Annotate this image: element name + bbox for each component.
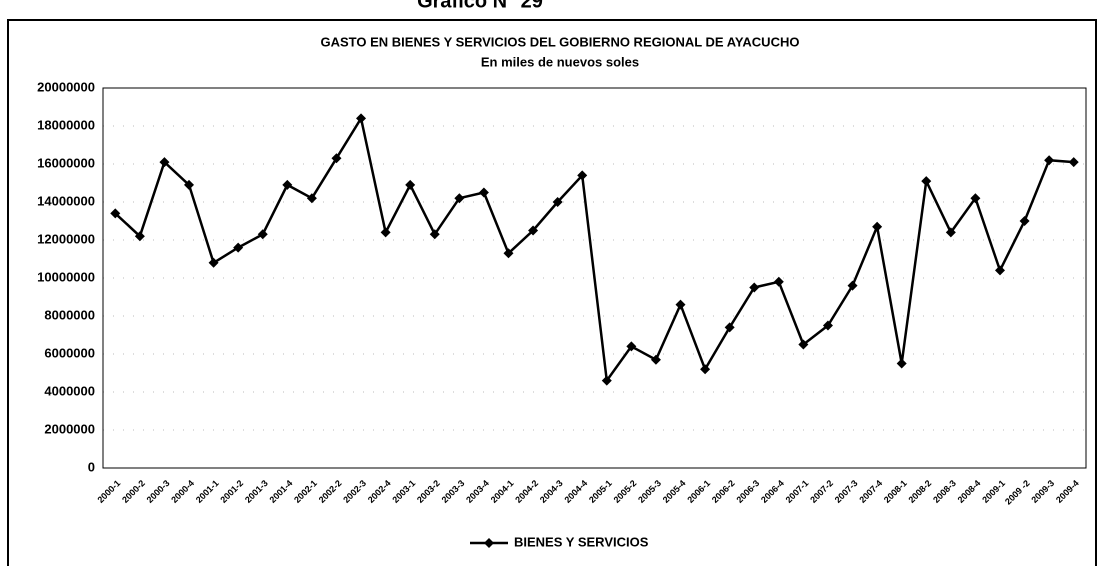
data-point — [700, 364, 711, 375]
data-point — [110, 208, 121, 219]
data-point — [945, 227, 956, 238]
y-tick-label: 14000000 — [37, 193, 95, 208]
heading: Gráfico N° 29 — [417, 0, 543, 12]
y-tick-label: 4000000 — [44, 383, 95, 398]
data-point — [1068, 157, 1079, 168]
y-tick-label: 20000000 — [37, 79, 95, 94]
data-point — [233, 242, 244, 253]
data-point — [478, 187, 489, 198]
data-point — [994, 265, 1005, 276]
data-point — [896, 358, 907, 369]
data-point — [528, 225, 539, 236]
legend-marker — [484, 538, 494, 548]
y-tick-label: 12000000 — [37, 231, 95, 246]
data-point — [1044, 155, 1055, 166]
chart-subtitle: En miles de nuevos soles — [481, 54, 639, 69]
data-point — [503, 248, 514, 259]
y-tick-label: 0 — [88, 459, 95, 474]
data-point — [749, 282, 760, 293]
data-point — [405, 179, 416, 190]
y-tick-label: 10000000 — [37, 269, 95, 284]
data-point — [134, 231, 145, 242]
data-point — [356, 113, 367, 124]
data-point — [380, 227, 391, 238]
data-point — [847, 280, 858, 291]
data-point — [577, 170, 588, 181]
data-point — [970, 193, 981, 204]
data-point — [552, 197, 563, 207]
data-point — [724, 322, 735, 333]
data-point — [306, 193, 317, 204]
y-tick-label: 8000000 — [44, 307, 95, 322]
data-point — [650, 354, 661, 365]
y-tick-label: 16000000 — [37, 155, 95, 170]
y-tick-label: 18000000 — [37, 117, 95, 132]
chart-frame — [7, 19, 1097, 566]
data-point — [601, 375, 612, 386]
data-point — [257, 229, 268, 240]
data-point — [626, 341, 637, 352]
data-point — [159, 157, 170, 168]
data-point — [822, 320, 833, 331]
data-point — [1019, 216, 1030, 226]
chart-title: GASTO EN BIENES Y SERVICIOS DEL GOBIERNO… — [321, 34, 800, 49]
data-point — [454, 193, 465, 204]
data-point — [184, 179, 195, 190]
data-point — [331, 153, 342, 164]
y-tick-label: 6000000 — [44, 345, 95, 360]
data-point — [872, 221, 883, 232]
data-point — [208, 257, 219, 268]
series-line — [114, 115, 1074, 384]
data-point — [282, 179, 293, 190]
legend-label: BIENES Y SERVICIOS — [514, 534, 649, 549]
data-point — [798, 339, 809, 350]
plot-area — [102, 87, 1087, 469]
y-tick-label: 2000000 — [44, 421, 95, 436]
data-point — [921, 176, 932, 187]
data-point — [675, 299, 686, 310]
data-point — [773, 276, 784, 287]
data-point — [429, 229, 440, 240]
